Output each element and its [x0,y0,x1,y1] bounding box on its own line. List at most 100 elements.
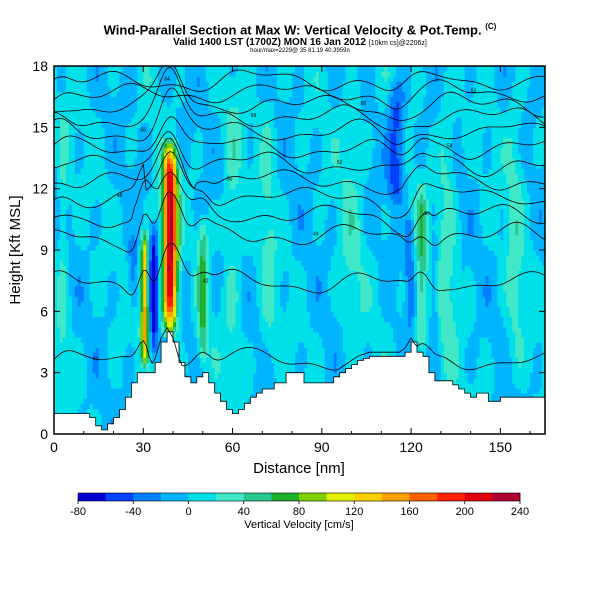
field-cell [95,158,100,164]
field-cell [143,173,147,180]
field-cell [149,316,153,323]
field-cell [122,81,127,88]
field-cell [71,372,76,379]
field-cell [196,321,201,328]
field-cell [62,142,67,149]
field-cell [101,398,106,404]
field-cell [104,214,109,220]
field-cell [238,152,243,159]
field-cell [181,106,186,113]
field-cell [149,112,153,118]
field-cell [104,388,109,394]
field-cell [217,66,222,72]
field-cell [98,101,103,108]
field-cell [74,204,79,210]
field-cell [205,331,210,338]
field-cell [181,275,186,282]
field-cell [223,377,228,384]
field-cell [161,96,165,103]
field-cell [146,316,150,323]
field-cell [253,311,257,318]
field-cell [256,229,260,236]
field-cell [170,193,174,200]
field-cell [226,285,231,292]
field-cell [199,168,204,174]
field-cell [167,285,171,292]
field-cell [137,331,141,338]
field-cell [113,301,118,307]
field-cell [193,219,198,226]
field-cell [202,250,207,256]
field-cell [122,403,127,410]
field-cell [155,188,159,195]
field-cell [131,193,135,200]
field-cell [143,255,147,261]
field-cell [244,393,249,399]
field-cell [95,137,100,144]
field-cell [83,285,88,292]
field-cell [199,193,204,200]
field-cell [110,168,115,174]
field-cell [116,301,121,307]
field-cell [62,296,67,302]
field-cell [205,214,210,220]
field-cell [95,306,100,312]
field-cell [241,250,246,256]
field-cell [164,204,168,210]
field-cell [205,163,210,169]
field-cell [77,71,82,77]
field-cell [122,398,127,404]
field-cell [104,101,109,108]
field-cell [164,290,168,297]
field-cell [113,403,118,410]
field-cell [202,214,207,220]
field-cell [68,127,73,134]
field-cell [71,234,76,241]
field-cell [184,163,189,169]
field-cell [146,362,150,369]
field-cell [176,301,180,307]
field-cell [131,342,135,348]
field-cell [107,188,112,195]
field-cell [250,71,254,77]
field-cell [116,285,121,292]
field-cell [170,219,174,226]
field-cell [158,296,162,302]
field-cell [187,311,192,318]
field-cell [167,198,171,205]
field-cell [98,306,103,312]
field-cell [253,357,257,364]
field-cell [131,204,135,210]
field-cell [178,122,183,128]
field-cell [98,137,103,144]
field-cell [259,388,263,394]
field-cell [95,209,100,215]
field-cell [146,342,150,348]
field-cell [110,204,115,210]
field-cell [56,224,61,231]
field-cell [128,188,132,195]
field-cell [89,316,94,323]
field-cell [146,173,150,180]
field-cell [196,122,201,128]
field-cell [173,270,177,277]
field-cell [190,331,195,338]
field-cell [161,127,165,134]
field-cell [74,101,79,108]
field-cell [62,336,67,343]
field-cell [56,76,61,82]
field-cell [250,352,254,358]
field-cell [250,362,254,369]
field-cell [137,357,141,364]
field-cell [125,158,129,164]
field-cell [104,250,109,256]
field-cell [137,244,141,251]
field-cell [235,377,240,384]
field-cell [178,342,183,348]
field-cell [54,229,58,236]
field-cell [101,81,106,88]
field-cell [56,219,61,226]
field-cell [238,76,243,82]
field-cell [89,214,94,220]
field-cell [74,244,79,251]
